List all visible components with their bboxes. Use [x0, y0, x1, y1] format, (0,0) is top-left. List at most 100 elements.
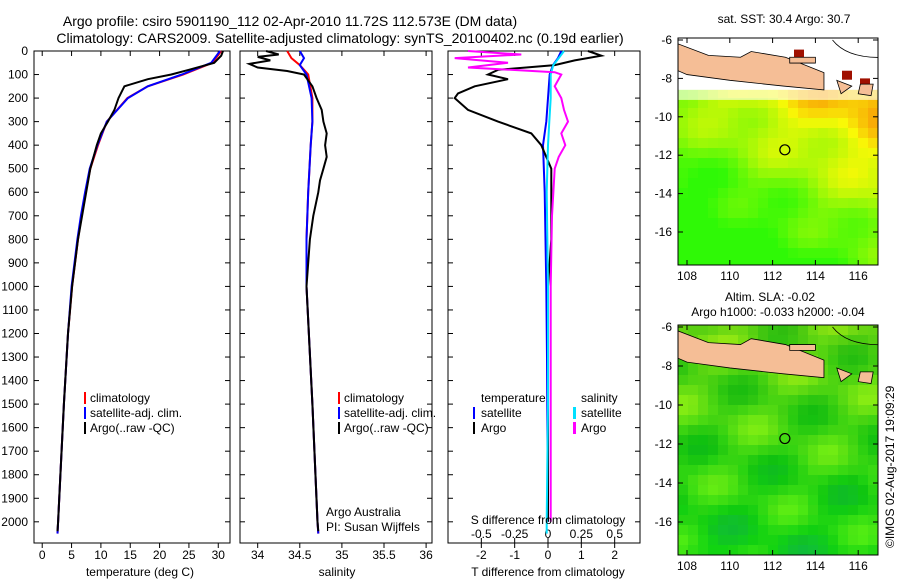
map-cell: [698, 385, 708, 395]
map-cell: [828, 395, 838, 405]
map-cell: [798, 158, 808, 168]
map-cell: [678, 445, 688, 455]
legend-swatch-s-argo: [573, 422, 576, 434]
map-cell: [798, 98, 808, 108]
map-cell: [688, 248, 698, 258]
map-cell: [718, 248, 728, 258]
map-cell: [808, 495, 818, 505]
map-cell: [738, 535, 748, 545]
map-cell: [698, 98, 708, 108]
series-line-s-satellite: [545, 50, 565, 534]
map-cell: [858, 345, 868, 355]
map-cell: [688, 178, 698, 188]
map-cell: [708, 325, 718, 335]
map-cell: [718, 425, 728, 435]
map-cell: [828, 188, 838, 198]
map-cell: [718, 335, 728, 345]
map-cell: [718, 258, 728, 265]
legend-heading-salinity: salinity: [581, 391, 618, 405]
map-cell: [678, 168, 688, 178]
map-cell: [688, 475, 698, 485]
map-cell: [728, 395, 738, 405]
map-cell: [778, 475, 788, 485]
map-cell: [808, 325, 818, 335]
map-cell: [828, 158, 838, 168]
map-cell: [788, 168, 798, 178]
map-cell: [858, 405, 868, 415]
map-cell: [838, 545, 848, 555]
x-tick-label: 30: [212, 548, 226, 562]
map-cell: [728, 445, 738, 455]
map-cell: [808, 385, 818, 395]
map-cell: [868, 138, 878, 148]
map-cell: [758, 405, 768, 415]
map-cell: [828, 495, 838, 505]
map-cell: [708, 248, 718, 258]
map-cell: [828, 385, 838, 395]
map-cell: [718, 118, 728, 128]
map-cell: [698, 425, 708, 435]
map-cell: [788, 405, 798, 415]
map-cell: [858, 178, 868, 188]
map-cell: [678, 515, 688, 525]
map-cell: [718, 325, 728, 335]
map-cell: [808, 178, 818, 188]
map-cell: [768, 148, 778, 158]
map-cell: [808, 505, 818, 515]
map-field: [678, 38, 878, 265]
legend-label: climatology: [344, 391, 404, 405]
map-cell: [808, 425, 818, 435]
map-cell: [808, 375, 818, 385]
x-tick-label: 0: [39, 548, 46, 562]
map-cell: [868, 248, 878, 258]
map-cell: [748, 455, 758, 465]
map-cell: [858, 525, 868, 535]
map-cell: [678, 325, 688, 335]
map-cell: [798, 435, 808, 445]
map-cell: [868, 365, 878, 375]
map-cell: [858, 218, 868, 228]
legend-swatch-climatology: [84, 392, 86, 404]
map-cell: [708, 138, 718, 148]
map-cell: [748, 375, 758, 385]
map-cell: [788, 445, 798, 455]
map-cell: [698, 258, 708, 265]
bali-island: [836, 367, 853, 383]
map-cell: [678, 395, 688, 405]
map-cell: [778, 445, 788, 455]
map-cell: [718, 168, 728, 178]
map-cell: [728, 475, 738, 485]
map-cell: [758, 208, 768, 218]
series-line-t-satellite: [541, 50, 563, 522]
map-cell: [798, 405, 808, 415]
lon-tick-label: 116: [849, 559, 868, 573]
map-cell: [718, 178, 728, 188]
map-cell: [738, 395, 748, 405]
map-cell: [828, 405, 838, 415]
map-cell: [778, 405, 788, 415]
map-cell: [728, 425, 738, 435]
map-cell: [688, 168, 698, 178]
map-cell: [788, 395, 798, 405]
x-tick-label: 34.5: [288, 548, 312, 562]
x-tick-label: 35: [335, 548, 349, 562]
map-cell: [748, 435, 758, 445]
map-cell: [678, 415, 688, 425]
map-cell: [778, 108, 788, 118]
legend-label: Argo(..raw -QC): [344, 421, 429, 435]
y-tick-label: 1000: [1, 279, 28, 293]
map-cell: [778, 128, 788, 138]
map-cell: [868, 485, 878, 495]
lon-tick-label: 110: [720, 269, 739, 283]
map-cell: [768, 198, 778, 208]
map-cell: [838, 248, 848, 258]
map-cell: [868, 385, 878, 395]
map-cell: [798, 385, 808, 395]
map-cell: [768, 248, 778, 258]
map-cell: [738, 525, 748, 535]
map-cell: [738, 198, 748, 208]
map-cell: [808, 158, 818, 168]
legend-label: satellite: [481, 406, 522, 420]
map-cell: [748, 98, 758, 108]
y-tick-label: 800: [8, 232, 28, 246]
